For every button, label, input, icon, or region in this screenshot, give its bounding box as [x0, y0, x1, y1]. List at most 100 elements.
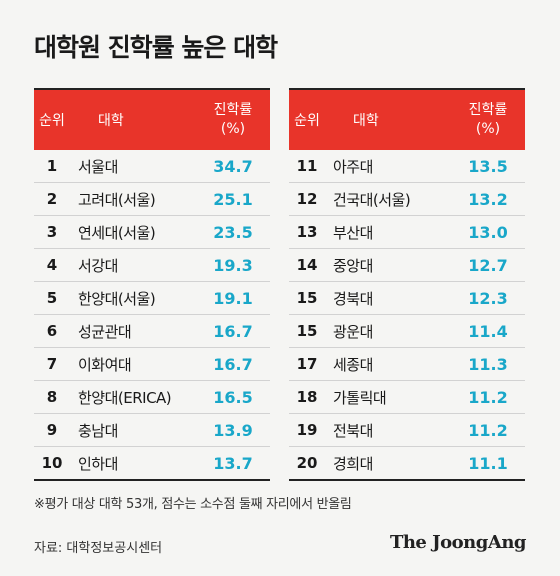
- university-cell: 서강대: [78, 256, 118, 275]
- rate-cell: 11.1: [468, 453, 508, 473]
- rank-cell: 7: [46, 355, 58, 373]
- table-row: 2 고려대(서울) 25.1: [34, 183, 270, 216]
- rate-cell: 16.5: [213, 387, 253, 407]
- university-cell: 전북대: [333, 421, 373, 440]
- rank-cell: 11: [296, 157, 318, 175]
- header-rate: 진학률 (%): [451, 101, 525, 139]
- rate-cell: 25.1: [213, 189, 253, 209]
- table-row: 3 연세대(서울) 23.5: [34, 216, 270, 249]
- table-row: 6 성균관대 16.7: [34, 315, 270, 348]
- rate-cell: 12.3: [468, 288, 508, 308]
- university-cell: 중앙대: [333, 256, 373, 275]
- table-row: 17 세종대 11.3: [289, 348, 525, 381]
- university-cell: 아주대: [333, 157, 373, 176]
- rank-cell: 9: [46, 421, 58, 439]
- table-row: 7 이화여대 16.7: [34, 348, 270, 381]
- ranking-table-left: 순위 대학 진학률 (%) 1 서울대 34.7 2 고려대(서울) 25.1 3 연세대(서…: [34, 88, 270, 481]
- table-row: 14 중앙대 12.7: [289, 249, 525, 282]
- university-cell: 경북대: [333, 289, 373, 308]
- rate-cell: 12.7: [468, 255, 508, 275]
- rate-cell: 13.5: [468, 156, 508, 176]
- table-row: 9 충남대 13.9: [34, 414, 270, 447]
- rank-cell: 13: [296, 223, 318, 241]
- university-cell: 충남대: [78, 421, 118, 440]
- rank-cell: 4: [46, 256, 58, 274]
- table-header: 순위 대학 진학률 (%): [289, 88, 525, 150]
- footnote: ※평가 대상 대학 53개, 점수는 소수점 둘째 자리에서 반올림: [34, 497, 352, 512]
- source-text: 자료: 대학정보공시센터: [34, 541, 163, 556]
- rank-cell: 18: [296, 388, 318, 406]
- rank-cell: 15: [296, 322, 318, 340]
- header-rate-unit: (%): [220, 121, 246, 137]
- header-rate-label: 진학률: [468, 102, 508, 118]
- table-row: 11 아주대 13.5: [289, 150, 525, 183]
- rate-cell: 23.5: [213, 222, 253, 242]
- rate-cell: 11.3: [468, 354, 508, 374]
- table-body-right: 11 아주대 13.5 12 건국대(서울) 13.2 13 부산대 13.0 14 중앙대 12.7…: [289, 150, 525, 481]
- rate-cell: 11.2: [468, 420, 508, 440]
- rank-cell: 5: [46, 289, 58, 307]
- table-row: 10 인하대 13.7: [34, 447, 270, 481]
- header-rank: 순위: [294, 113, 320, 129]
- header-rate: 진학률 (%): [196, 101, 270, 139]
- table-row: 19 전북대 11.2: [289, 414, 525, 447]
- university-cell: 경희대: [333, 454, 373, 473]
- university-cell: 건국대(서울): [333, 190, 411, 209]
- table-row: 15 광운대 11.4: [289, 315, 525, 348]
- table-header: 순위 대학 진학률 (%): [34, 88, 270, 150]
- header-rate-label: 진학률: [213, 102, 253, 118]
- page-title: 대학원 진학률 높은 대학: [34, 33, 278, 62]
- rate-cell: 13.9: [213, 420, 253, 440]
- university-cell: 세종대: [333, 355, 373, 374]
- university-cell: 가톨릭대: [333, 388, 387, 407]
- rate-cell: 16.7: [213, 354, 253, 374]
- university-cell: 성균관대: [78, 322, 132, 341]
- table-row: 4 서강대 19.3: [34, 249, 270, 282]
- university-cell: 한양대(서울): [78, 289, 156, 308]
- rate-cell: 11.2: [468, 387, 508, 407]
- university-cell: 부산대: [333, 223, 373, 242]
- university-cell: 이화여대: [78, 355, 132, 374]
- rank-cell: 2: [46, 190, 58, 208]
- table-row: 5 한양대(서울) 19.1: [34, 282, 270, 315]
- table-row: 8 한양대(ERICA) 16.5: [34, 381, 270, 414]
- university-cell: 연세대(서울): [78, 223, 156, 242]
- header-rank: 순위: [39, 113, 65, 129]
- rank-cell: 15: [296, 289, 318, 307]
- rank-cell: 10: [41, 454, 63, 472]
- university-cell: 한양대(ERICA): [78, 388, 172, 407]
- rate-cell: 13.7: [213, 453, 253, 473]
- table-row: 18 가톨릭대 11.2: [289, 381, 525, 414]
- rank-cell: 1: [46, 157, 58, 175]
- table-row: 20 경희대 11.1: [289, 447, 525, 481]
- rank-cell: 8: [46, 388, 58, 406]
- rank-cell: 6: [46, 322, 58, 340]
- rank-cell: 17: [296, 355, 318, 373]
- header-name: 대학: [98, 113, 124, 129]
- rate-cell: 34.7: [213, 156, 253, 176]
- rate-cell: 13.0: [468, 222, 508, 242]
- table-body-left: 1 서울대 34.7 2 고려대(서울) 25.1 3 연세대(서울) 23.5 4 서강대 19.3…: [34, 150, 270, 481]
- university-cell: 서울대: [78, 157, 118, 176]
- table-row: 13 부산대 13.0: [289, 216, 525, 249]
- rank-cell: 19: [296, 421, 318, 439]
- rate-cell: 19.1: [213, 288, 253, 308]
- ranking-table-right: 순위 대학 진학률 (%) 11 아주대 13.5 12 건국대(서울) 13.2 13 부산…: [289, 88, 525, 481]
- rate-cell: 16.7: [213, 321, 253, 341]
- table-row: 1 서울대 34.7: [34, 150, 270, 183]
- table-row: 15 경북대 12.3: [289, 282, 525, 315]
- rank-cell: 20: [296, 454, 318, 472]
- university-cell: 인하대: [78, 454, 118, 473]
- table-row: 12 건국대(서울) 13.2: [289, 183, 525, 216]
- rank-cell: 12: [296, 190, 318, 208]
- rate-cell: 13.2: [468, 189, 508, 209]
- header-rate-unit: (%): [475, 121, 501, 137]
- rank-cell: 14: [296, 256, 318, 274]
- university-cell: 고려대(서울): [78, 190, 156, 209]
- publisher-logo: The JoongAng: [389, 532, 527, 553]
- rate-cell: 19.3: [213, 255, 253, 275]
- header-name: 대학: [353, 113, 379, 129]
- rate-cell: 11.4: [468, 321, 508, 341]
- rank-cell: 3: [46, 223, 58, 241]
- university-cell: 광운대: [333, 322, 373, 341]
